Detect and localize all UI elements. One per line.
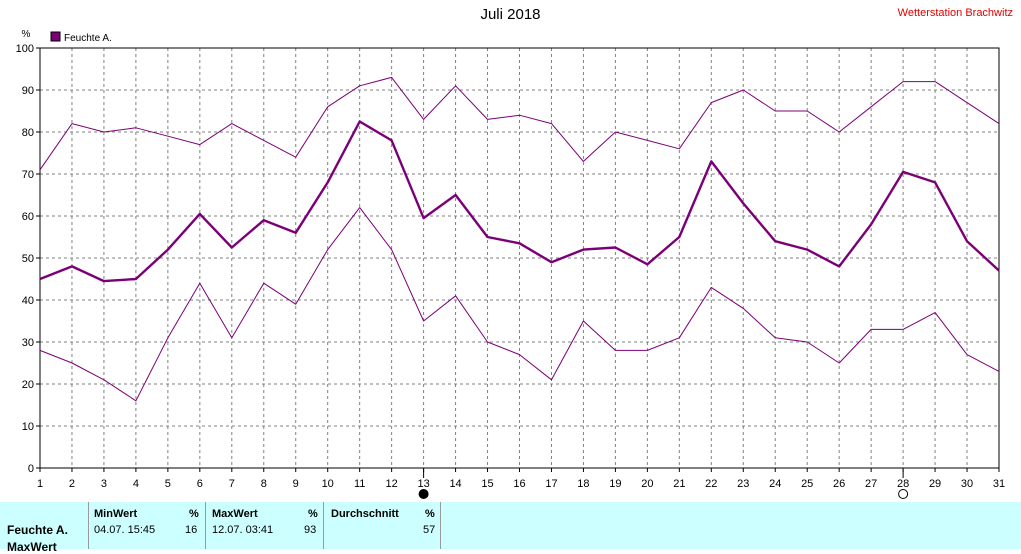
minwert-unit: % [189, 508, 199, 520]
x-tick-label: 14 [449, 478, 461, 490]
plot-frame [39, 47, 1000, 469]
y-tick-label: 50 [22, 253, 34, 265]
series-line-mean [39, 120, 1000, 283]
stats-row-label: Feuchte A. [7, 523, 68, 537]
y-tick-label: 100 [16, 43, 34, 55]
x-tick-label: 5 [165, 478, 171, 490]
x-tick-label: 20 [641, 478, 653, 490]
x-tick-label: 23 [737, 478, 749, 490]
x-tick-label: 26 [833, 478, 845, 490]
durchschnitt-header: Durchschnitt [331, 508, 399, 520]
maxwert-unit: % [308, 508, 318, 520]
minwert-column: MinWert % 04.07. 15:45 16 [88, 502, 206, 549]
x-tick-label: 10 [322, 478, 334, 490]
new-moon-icon [418, 489, 429, 499]
series-line-max [39, 76, 1000, 171]
legend-label: Feuchte A. [64, 33, 112, 44]
durchschnitt-value: 57 [423, 524, 436, 536]
stats-row-label-2: MaxWert [7, 540, 57, 554]
x-tick-label: 25 [801, 478, 813, 490]
x-tick-label: 13 [417, 478, 429, 490]
durchschnitt-unit: % [425, 508, 435, 520]
maxwert-column: MaxWert % 12.07. 03:41 93 [205, 502, 324, 549]
y-axis-unit: % [22, 29, 31, 40]
y-tick-label: 70 [22, 169, 34, 181]
x-tick-label: 27 [865, 478, 877, 490]
x-tick-label: 16 [513, 478, 525, 490]
y-tick-label: 20 [22, 379, 34, 391]
minwert-time: 04.07. 15:45 [94, 524, 156, 536]
x-tick-label: 2 [69, 478, 75, 490]
x-tick-label: 11 [354, 478, 365, 490]
x-tick-label: 22 [705, 478, 717, 490]
maxwert-value: 93 [304, 524, 317, 536]
x-tick-label: 3 [101, 478, 107, 490]
x-tick-label: 29 [929, 478, 941, 490]
x-tick-label: 21 [673, 478, 685, 490]
stats-divider [440, 502, 441, 549]
x-tick-label: 18 [577, 478, 589, 490]
y-tick-label: 40 [22, 295, 34, 307]
y-tick-label: 60 [22, 211, 34, 223]
y-tick-label: 90 [22, 85, 34, 97]
maxwert-time: 12.07. 03:41 [212, 524, 274, 536]
x-tick-label: 17 [545, 478, 557, 490]
x-tick-label: 1 [37, 478, 43, 490]
stats-panel: Feuchte A. MaxWert MinWert % 04.07. 15:4… [0, 502, 1021, 554]
y-tick-label: 10 [22, 421, 34, 433]
x-tick-label: 15 [481, 478, 493, 490]
x-tick-label: 7 [229, 478, 235, 490]
x-tick-label: 6 [197, 478, 203, 490]
series-line-min [39, 207, 1000, 402]
y-tick-label: 0 [28, 463, 34, 475]
legend-swatch [50, 31, 61, 42]
x-tick-label: 4 [133, 478, 139, 490]
station-name: Wetterstation Brachwitz [897, 7, 1013, 19]
durchschnitt-column: Durchschnitt % 57 [323, 502, 441, 549]
x-tick-label: 24 [769, 478, 781, 490]
x-tick-label: 19 [609, 478, 621, 490]
chart-title: Juli 2018 [480, 6, 541, 23]
y-tick-label: 80 [22, 127, 34, 139]
x-tick-label: 30 [961, 478, 973, 490]
x-tick-label: 28 [897, 478, 909, 490]
x-tick-label: 9 [293, 478, 299, 490]
x-tick-label: 31 [993, 478, 1005, 490]
y-tick-label: 30 [22, 337, 34, 349]
maxwert-header: MaxWert [212, 508, 258, 520]
minwert-header: MinWert [94, 508, 138, 520]
minwert-value: 16 [185, 524, 198, 536]
x-tick-label: 12 [386, 478, 398, 490]
full-moon-icon [898, 489, 909, 499]
x-tick-label: 8 [261, 478, 267, 490]
